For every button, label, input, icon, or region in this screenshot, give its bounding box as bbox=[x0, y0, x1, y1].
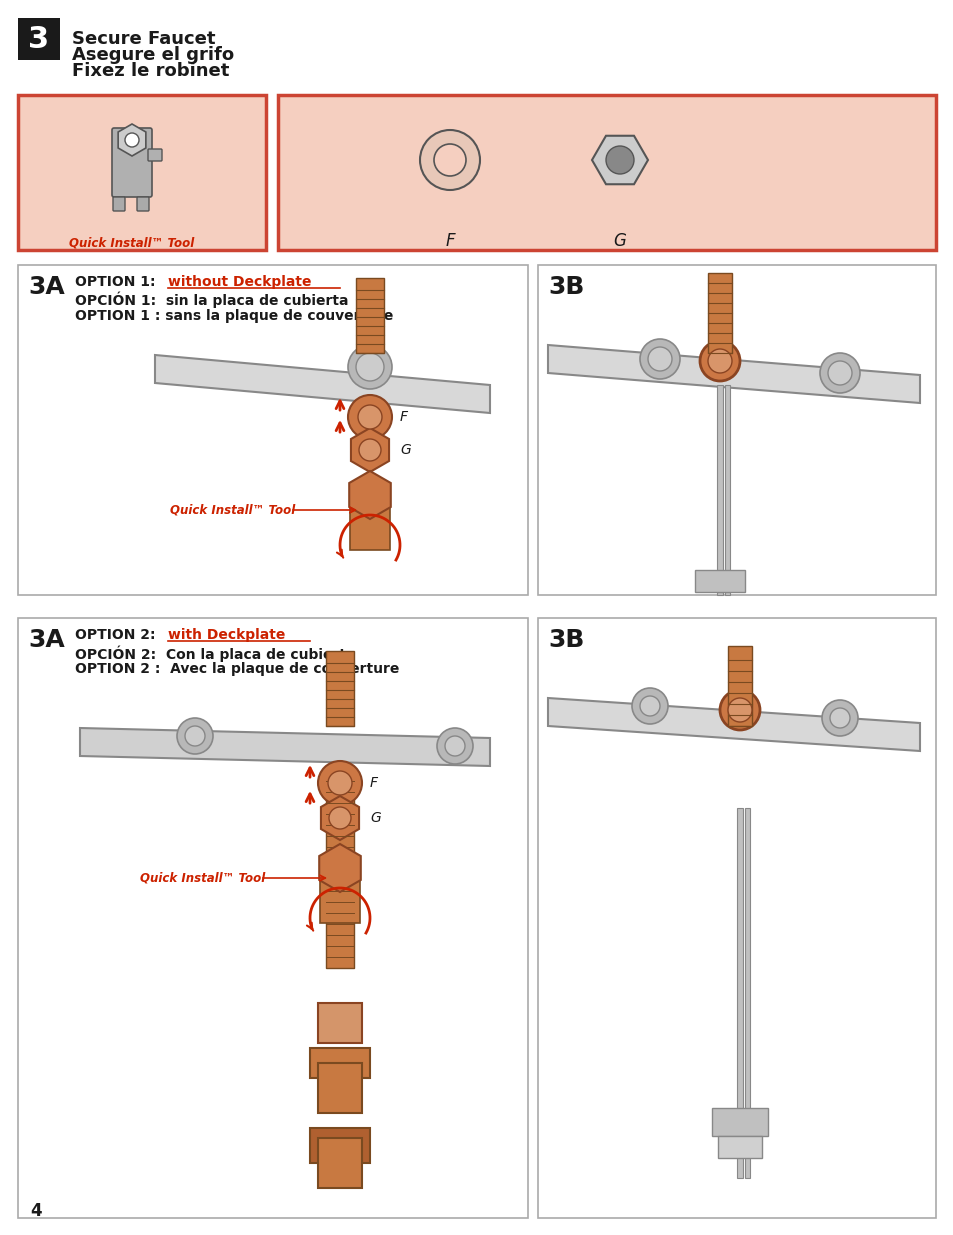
FancyBboxPatch shape bbox=[350, 495, 390, 550]
Circle shape bbox=[355, 353, 384, 382]
Text: OPTION 1 : sans la plaque de couverture: OPTION 1 : sans la plaque de couverture bbox=[75, 309, 393, 324]
FancyBboxPatch shape bbox=[277, 95, 935, 249]
FancyBboxPatch shape bbox=[326, 768, 354, 968]
Circle shape bbox=[605, 146, 634, 174]
Text: OPCIÓN 1:  sin la placa de cubierta: OPCIÓN 1: sin la placa de cubierta bbox=[75, 291, 348, 309]
FancyBboxPatch shape bbox=[18, 266, 527, 595]
Circle shape bbox=[631, 688, 667, 724]
FancyBboxPatch shape bbox=[711, 1108, 767, 1136]
Text: without Deckplate: without Deckplate bbox=[168, 275, 312, 289]
Text: Quick Install™ Tool: Quick Install™ Tool bbox=[170, 504, 294, 516]
Polygon shape bbox=[80, 727, 490, 766]
Circle shape bbox=[700, 341, 740, 382]
FancyBboxPatch shape bbox=[319, 868, 359, 923]
Circle shape bbox=[177, 718, 213, 755]
Circle shape bbox=[358, 438, 380, 461]
FancyBboxPatch shape bbox=[137, 198, 149, 211]
Text: with Deckplate: with Deckplate bbox=[168, 629, 285, 642]
Circle shape bbox=[434, 144, 465, 177]
Text: Fixez le robinet: Fixez le robinet bbox=[71, 62, 229, 80]
Text: OPTION 1:: OPTION 1: bbox=[75, 275, 165, 289]
FancyBboxPatch shape bbox=[18, 19, 60, 61]
FancyBboxPatch shape bbox=[537, 618, 935, 1218]
Polygon shape bbox=[547, 345, 919, 403]
Polygon shape bbox=[351, 429, 389, 472]
Circle shape bbox=[707, 350, 731, 373]
Polygon shape bbox=[154, 354, 490, 412]
Circle shape bbox=[720, 690, 760, 730]
Text: 3: 3 bbox=[29, 25, 50, 53]
Text: Secure Faucet: Secure Faucet bbox=[71, 30, 215, 48]
Circle shape bbox=[185, 726, 205, 746]
Circle shape bbox=[647, 347, 671, 370]
FancyBboxPatch shape bbox=[717, 385, 722, 595]
FancyBboxPatch shape bbox=[537, 266, 935, 595]
FancyBboxPatch shape bbox=[112, 198, 125, 211]
Text: F: F bbox=[399, 410, 408, 424]
Circle shape bbox=[436, 727, 473, 764]
Circle shape bbox=[727, 698, 751, 722]
FancyBboxPatch shape bbox=[355, 278, 384, 353]
Text: G: G bbox=[399, 443, 411, 457]
FancyBboxPatch shape bbox=[326, 651, 354, 726]
Text: F: F bbox=[445, 232, 455, 249]
Text: Asegure el grifo: Asegure el grifo bbox=[71, 46, 233, 64]
Text: 3A: 3A bbox=[28, 629, 65, 652]
Text: G: G bbox=[613, 232, 626, 249]
Circle shape bbox=[329, 806, 351, 829]
Polygon shape bbox=[349, 471, 391, 519]
Text: 3B: 3B bbox=[547, 629, 584, 652]
Polygon shape bbox=[592, 136, 647, 184]
FancyBboxPatch shape bbox=[317, 1063, 361, 1113]
Circle shape bbox=[419, 130, 479, 190]
Polygon shape bbox=[118, 124, 146, 156]
FancyBboxPatch shape bbox=[310, 1128, 370, 1163]
FancyBboxPatch shape bbox=[148, 149, 162, 161]
FancyBboxPatch shape bbox=[744, 808, 749, 1178]
Circle shape bbox=[444, 736, 464, 756]
FancyBboxPatch shape bbox=[718, 1136, 761, 1158]
FancyBboxPatch shape bbox=[695, 571, 744, 592]
Circle shape bbox=[821, 700, 857, 736]
Circle shape bbox=[125, 133, 139, 147]
Text: Quick Install™ Tool: Quick Install™ Tool bbox=[140, 872, 265, 884]
Circle shape bbox=[639, 338, 679, 379]
Circle shape bbox=[820, 353, 859, 393]
Circle shape bbox=[357, 405, 381, 429]
FancyBboxPatch shape bbox=[112, 128, 152, 198]
FancyBboxPatch shape bbox=[737, 808, 742, 1178]
Text: 4: 4 bbox=[30, 1202, 42, 1220]
Circle shape bbox=[348, 395, 392, 438]
Text: G: G bbox=[370, 811, 380, 825]
Text: F: F bbox=[370, 776, 377, 790]
Text: OPCIÓN 2:  Con la placa de cubierta: OPCIÓN 2: Con la placa de cubierta bbox=[75, 645, 355, 662]
FancyBboxPatch shape bbox=[18, 618, 527, 1218]
Circle shape bbox=[827, 361, 851, 385]
FancyBboxPatch shape bbox=[317, 1137, 361, 1188]
Text: 3A: 3A bbox=[28, 275, 65, 299]
FancyBboxPatch shape bbox=[317, 1003, 361, 1044]
Text: 3B: 3B bbox=[547, 275, 584, 299]
FancyBboxPatch shape bbox=[18, 95, 266, 249]
Polygon shape bbox=[320, 797, 358, 840]
Circle shape bbox=[829, 708, 849, 727]
FancyBboxPatch shape bbox=[727, 646, 751, 726]
FancyBboxPatch shape bbox=[310, 1049, 370, 1078]
FancyBboxPatch shape bbox=[724, 385, 729, 595]
Circle shape bbox=[348, 345, 392, 389]
Text: Quick Install™ Tool: Quick Install™ Tool bbox=[70, 236, 194, 249]
Text: OPTION 2:: OPTION 2: bbox=[75, 629, 165, 642]
Circle shape bbox=[328, 771, 352, 795]
Polygon shape bbox=[547, 698, 919, 751]
Polygon shape bbox=[319, 844, 360, 892]
Circle shape bbox=[317, 761, 361, 805]
Text: OPTION 2 :  Avec la plaque de couverture: OPTION 2 : Avec la plaque de couverture bbox=[75, 662, 399, 676]
FancyBboxPatch shape bbox=[707, 273, 731, 353]
Circle shape bbox=[639, 697, 659, 716]
